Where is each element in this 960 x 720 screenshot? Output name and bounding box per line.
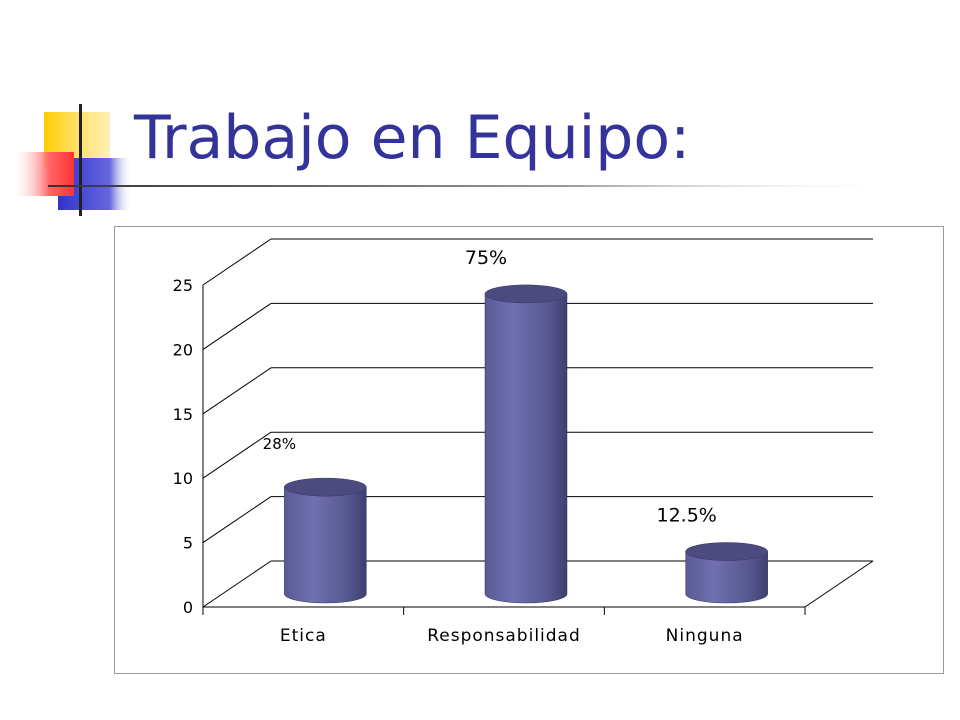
side-gridline [202,431,272,479]
bar-top [484,284,568,304]
bar [284,487,367,604]
side-gridline [202,496,272,544]
x-category-label: Responsabilidad [427,626,581,646]
chart-area: 0 5 10 15 20 25 Etica Responsabilidad Ninguna 28%… [114,226,944,674]
floor-right-edge [804,560,874,608]
y-tick-label: 25 [173,276,193,295]
side-gridline [202,367,272,415]
y-tick-label: 15 [173,405,193,424]
data-label: 75% [465,247,507,269]
side-gridline [202,560,272,608]
page-title: Trabajo en Equipo: [134,103,691,173]
bar-top [284,477,367,497]
deco-red-square [12,152,74,196]
bar-chart: 0 5 10 15 20 25 Etica Responsabilidad Ninguna 28%… [173,238,874,646]
y-tick-label: 0 [183,598,193,617]
y-tick-label: 5 [183,534,193,553]
title-decoration [12,104,908,216]
data-label: 12.5% [656,504,716,526]
x-category-label: Ninguna [666,626,744,646]
side-gridline [202,302,272,350]
x-category-label: Etica [280,626,327,646]
side-gridline [202,238,272,286]
deco-horizontal-line [48,185,908,187]
deco-vertical-line [79,104,82,216]
data-label: 28% [263,435,296,453]
bar-top [685,542,768,561]
y-tick-label: 10 [173,469,193,488]
bar [484,293,568,604]
y-tick-label: 20 [173,340,193,359]
